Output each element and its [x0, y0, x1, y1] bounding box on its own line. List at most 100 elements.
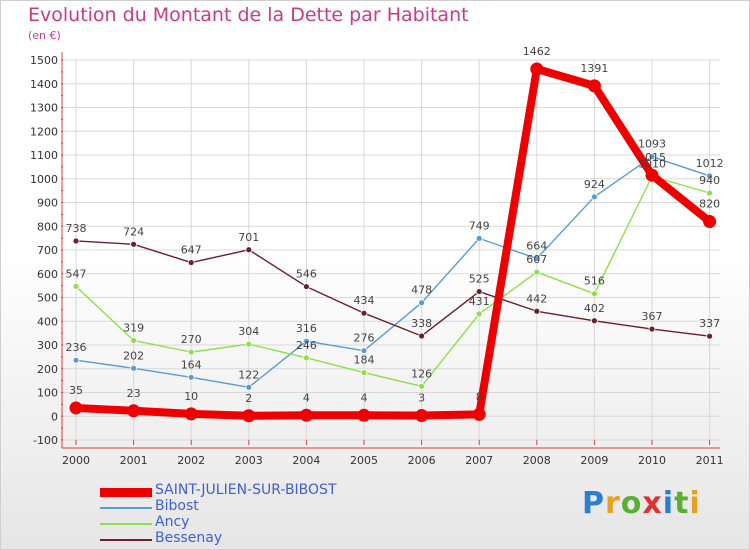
- data-label: 724: [123, 225, 144, 238]
- y-tick-label: 400: [37, 315, 58, 328]
- data-point: [130, 364, 138, 372]
- y-tick-label: 1200: [30, 125, 58, 138]
- data-point: [587, 79, 601, 93]
- y-tick-label: 1000: [30, 173, 58, 186]
- data-point: [703, 215, 717, 228]
- data-label: 337: [699, 317, 720, 330]
- data-point: [533, 307, 541, 315]
- data-point: [302, 283, 310, 290]
- data-point: [415, 409, 429, 423]
- data-point: [72, 356, 80, 364]
- y-tick-label: 100: [37, 387, 58, 400]
- data-label: 35: [69, 384, 83, 397]
- data-label: 202: [123, 349, 144, 362]
- data-label: 701: [238, 231, 259, 244]
- data-point: [472, 407, 486, 421]
- data-label: 402: [584, 302, 605, 315]
- data-label: 338: [411, 317, 432, 330]
- series-line-ancy: [75, 175, 710, 388]
- data-point: [645, 168, 659, 182]
- data-point: [127, 404, 141, 418]
- data-point: [475, 234, 483, 242]
- data-label: 516: [584, 275, 605, 288]
- data-label: 164: [181, 358, 202, 371]
- data-label: 2: [245, 392, 252, 405]
- data-point: [706, 189, 713, 197]
- data-label: 940: [699, 174, 720, 187]
- legend-item: Ancy: [100, 514, 360, 532]
- data-label: 546: [296, 268, 317, 281]
- series-line-bessenay: [75, 240, 710, 337]
- data-label: 434: [354, 294, 375, 307]
- x-tick-label: 2006: [408, 454, 436, 467]
- data-point: [360, 369, 368, 376]
- data-point: [418, 332, 426, 340]
- logo-letter: x: [642, 486, 663, 521]
- data-point: [187, 259, 195, 266]
- y-tick-label: 900: [37, 197, 58, 210]
- data-point: [302, 354, 310, 362]
- data-point: [242, 409, 256, 423]
- data-label: 1012: [696, 157, 724, 170]
- y-tick-label: 1500: [30, 54, 58, 67]
- data-label: 1015: [638, 151, 666, 164]
- data-label: 122: [238, 368, 259, 381]
- data-point: [357, 408, 371, 422]
- data-point: [245, 383, 253, 391]
- y-tick-label: 200: [37, 363, 58, 376]
- data-point: [591, 290, 598, 298]
- series-line-bibost: [75, 155, 710, 388]
- data-label: 664: [526, 240, 547, 253]
- legend-label: Bessenay: [155, 530, 223, 546]
- data-label: 525: [469, 273, 490, 286]
- data-label: 4: [303, 391, 310, 404]
- legend-swatch: [100, 523, 152, 525]
- legend-swatch: [100, 507, 152, 509]
- y-tick-label: 500: [37, 292, 58, 305]
- data-label: 8: [476, 390, 483, 403]
- data-label: 1010: [638, 157, 666, 170]
- y-tick-label: 300: [37, 339, 58, 352]
- x-tick-label: 2001: [120, 454, 148, 467]
- data-point: [245, 246, 253, 254]
- data-label: 820: [699, 198, 720, 211]
- data-label: 23: [127, 387, 141, 400]
- data-label: 316: [296, 322, 317, 335]
- legend-label: SAINT-JULIEN-SUR-BIBOST: [155, 482, 337, 498]
- logo-letter: r: [605, 486, 621, 521]
- proxiti-logo: Proxiti: [582, 486, 701, 521]
- x-tick-label: 2011: [696, 454, 724, 467]
- legend-item: Bessenay: [100, 530, 360, 548]
- y-tick-label: 1100: [30, 149, 58, 162]
- x-tick-label: 2004: [292, 454, 320, 467]
- data-point: [533, 268, 541, 276]
- x-tick-label: 2008: [523, 454, 551, 467]
- data-point: [475, 288, 483, 295]
- data-point: [418, 299, 426, 307]
- data-point: [591, 193, 598, 201]
- logo-letter: o: [620, 486, 643, 521]
- data-point: [184, 407, 198, 421]
- data-point: [648, 325, 656, 333]
- data-point: [530, 62, 544, 76]
- y-tick-label: 1300: [30, 102, 58, 115]
- data-label: 3: [418, 392, 425, 405]
- logo-letter: P: [582, 486, 605, 521]
- x-tick-label: 2000: [62, 454, 90, 467]
- data-point: [72, 237, 80, 245]
- data-label: 126: [411, 367, 432, 380]
- data-point: [706, 332, 713, 340]
- data-point: [130, 337, 138, 344]
- data-label: 10: [184, 390, 198, 403]
- data-label: 738: [66, 222, 87, 235]
- legend-swatch: [100, 539, 152, 541]
- data-point: [475, 310, 483, 318]
- legend-label: Bibost: [155, 498, 199, 514]
- y-tick-label: -100: [33, 434, 58, 447]
- data-label: 547: [66, 267, 87, 280]
- x-tick-label: 2009: [580, 454, 608, 467]
- y-tick-label: 1400: [30, 78, 58, 91]
- data-point: [360, 309, 368, 317]
- data-label: 431: [469, 295, 490, 308]
